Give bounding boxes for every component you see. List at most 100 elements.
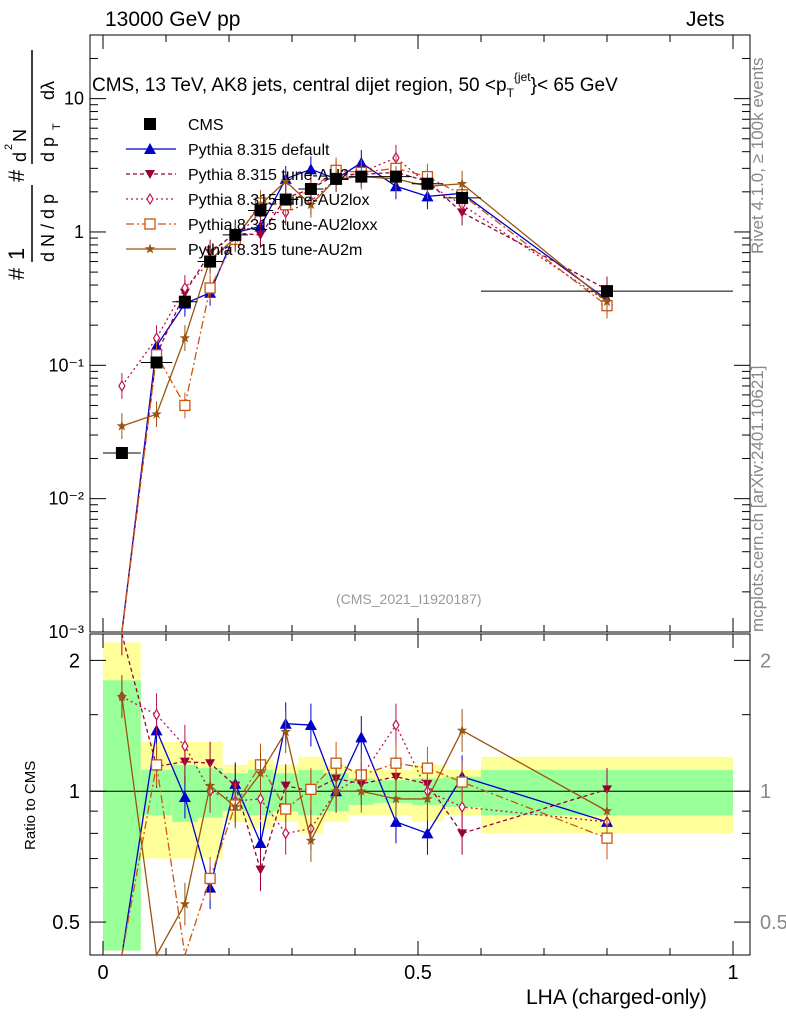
ratio-point-au2loxx xyxy=(280,803,292,815)
y-axis-label: #1 d N / d p # d 2 Nd p Tdλ xyxy=(3,50,63,280)
y-label-n: N xyxy=(10,129,30,142)
legend-label-au2m: Pythia 8.315 tune-AU2m xyxy=(188,242,362,259)
series-point-au2lox xyxy=(118,379,126,393)
y-tick-label: 1 xyxy=(74,222,84,242)
ratio-point-au2lox xyxy=(152,708,161,721)
chart-title-sup: {jet xyxy=(513,70,531,84)
y-label-dlambda: dλ xyxy=(38,81,58,100)
legend-marker-au2m xyxy=(144,243,156,254)
energy-label: 13000 GeV pp xyxy=(105,8,241,31)
ratio-point-au2loxx xyxy=(150,759,163,771)
data-point xyxy=(355,170,368,183)
data-point xyxy=(330,172,343,185)
y-tick-label: 10⁻² xyxy=(48,489,84,509)
ratio-tick-label-right: 2 xyxy=(760,650,771,672)
ratio-point-au2loxx xyxy=(305,783,317,796)
series-point-au2m xyxy=(456,178,468,189)
series-point-au2 xyxy=(255,230,266,240)
ratio-point-au2m xyxy=(280,726,291,737)
y-label-dp: d p xyxy=(38,137,58,162)
data-point xyxy=(456,191,469,204)
ratio-point-default xyxy=(254,837,267,849)
legend-label-au2loxx: Pythia 8.315 tune-AU2loxx xyxy=(188,217,377,234)
series-point-au2m xyxy=(280,175,291,186)
ratio-tick-label-right: 1 xyxy=(760,781,771,803)
ratio-point-au2 xyxy=(255,865,266,875)
series-point-au2loxx xyxy=(179,399,191,412)
legend-marker-default xyxy=(144,143,156,154)
x-tick-label: 1 xyxy=(727,962,738,984)
ratio-point-au2 xyxy=(280,781,291,791)
y-label-numerator-one: 1 xyxy=(4,248,29,260)
data-point xyxy=(304,182,317,195)
data-point xyxy=(279,193,292,206)
ratio-point-default xyxy=(421,827,434,839)
legend-marker-data xyxy=(144,118,156,130)
ratio-point-au2loxx xyxy=(456,776,468,788)
analysis-id: (CMS_2021_I1920187) xyxy=(336,591,482,607)
data-point xyxy=(421,177,434,190)
y-label-d: d xyxy=(10,152,30,162)
y-label-t: T xyxy=(51,123,63,130)
ratio-point-default xyxy=(178,790,191,802)
series-point-default xyxy=(304,163,317,175)
ratio-point-au2loxx xyxy=(204,872,216,885)
ratio-point-au2m xyxy=(601,805,613,816)
ratio-point-default xyxy=(304,719,317,731)
y-tick-label: 10⁻³ xyxy=(48,622,84,642)
data-point xyxy=(204,255,217,268)
ratio-point-au2m xyxy=(422,793,433,804)
ratio-line-default xyxy=(121,723,608,956)
ratio-axis-label: Ratio to CMS xyxy=(22,760,39,850)
chart-title-sub: T xyxy=(506,86,514,100)
y-tick-label: 10 xyxy=(64,89,84,109)
legend-label-au2lox: Pythia 8.315 tune-AU2lox xyxy=(188,192,369,209)
ratio-tick-label: 2 xyxy=(69,650,80,672)
legend-marker-au2lox xyxy=(146,192,154,206)
x-tick-label: 0.5 xyxy=(404,962,432,984)
jets-label: Jets xyxy=(686,8,725,31)
data-point xyxy=(254,204,267,217)
data-point xyxy=(601,285,613,298)
ratio-tick-label-right: 0.5 xyxy=(760,912,786,934)
series-point-au2m xyxy=(305,199,317,210)
x-tick-label: 0 xyxy=(97,962,108,984)
mcplots-label: mcplots.cern.ch [arXiv:2401.10621] xyxy=(748,365,767,632)
ratio-point-au2lox xyxy=(256,792,265,806)
series-point-au2m xyxy=(255,199,266,210)
ratio-point-au2m xyxy=(179,898,191,909)
ratio-point-au2loxx xyxy=(330,757,342,769)
series-point-au2lox xyxy=(181,281,189,295)
ratio-line-au2lox xyxy=(121,696,608,835)
ratio-point-au2m xyxy=(116,691,128,702)
series-point-au2m xyxy=(601,296,613,307)
ratio-point-au2m xyxy=(456,724,468,735)
ratio-point-au2lox xyxy=(181,739,189,753)
series-line-au2loxx xyxy=(121,167,608,633)
ratio-point-default xyxy=(355,731,368,743)
ratio-point-au2lox xyxy=(282,827,290,840)
y-label-power: 2 xyxy=(3,144,15,150)
series-point-au2loxx xyxy=(204,282,216,294)
legend-label-data: CMS xyxy=(188,117,224,134)
ratio-point-au2 xyxy=(205,759,216,769)
ratio-point-au2lox xyxy=(392,718,400,732)
legend-label-default: Pythia 8.315 default xyxy=(188,142,330,159)
series-point-au2m xyxy=(116,420,128,431)
legend-label-au2: Pythia 8.315 tune-AU2 xyxy=(188,167,349,184)
data-point xyxy=(115,446,128,459)
ratio-point-au2m xyxy=(330,785,342,796)
y-label-hash-2: # xyxy=(4,169,29,182)
chart-title-prefix: CMS, 13 TeV, AK8 jets, central dijet reg… xyxy=(92,75,507,96)
data-point xyxy=(229,228,242,241)
chart-title: CMS, 13 TeV, AK8 jets, central dijet reg… xyxy=(92,70,618,100)
ratio-frame xyxy=(89,633,751,956)
main-frame xyxy=(89,34,751,633)
ratio-point-au2loxx xyxy=(390,757,402,769)
ratio-point-au2loxx xyxy=(601,832,613,844)
y-tick-label: 10⁻¹ xyxy=(48,355,84,375)
y-label-denominator-1: d N / d p xyxy=(38,194,58,262)
ratio-point-au2m xyxy=(230,801,241,812)
ratio-tick-label: 0.5 xyxy=(52,912,80,934)
